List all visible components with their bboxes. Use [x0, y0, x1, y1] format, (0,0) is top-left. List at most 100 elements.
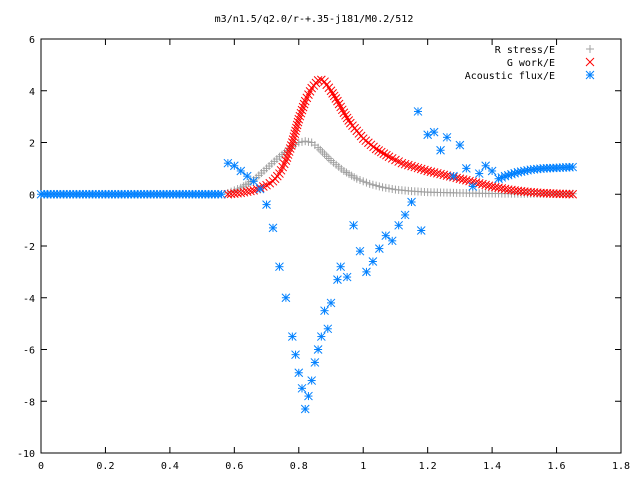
data-point-2 — [336, 262, 346, 272]
data-point-2 — [268, 223, 278, 233]
data-point-0 — [378, 183, 387, 192]
data-point-1 — [407, 161, 416, 171]
plot-frame — [40, 38, 622, 454]
data-point-1 — [286, 141, 296, 150]
data-point-1 — [561, 189, 571, 199]
data-point-1 — [329, 91, 339, 101]
data-point-1 — [542, 188, 552, 198]
data-point-0 — [322, 152, 331, 161]
data-point-0 — [365, 179, 374, 188]
data-point-2 — [323, 324, 333, 334]
data-point-2 — [461, 164, 471, 173]
data-point-1 — [295, 111, 305, 121]
series-1 — [223, 75, 578, 199]
data-point-1 — [397, 158, 407, 168]
data-point-2 — [355, 246, 365, 256]
data-point-0 — [359, 177, 368, 186]
data-point-1 — [336, 102, 346, 112]
data-point-2 — [568, 162, 578, 172]
data-point-2 — [326, 298, 336, 308]
data-point-2 — [349, 220, 358, 230]
x-tick-label: 0.6 — [225, 461, 243, 472]
y-tick-label: -8 — [23, 397, 35, 408]
y-tick-label: -2 — [23, 242, 35, 253]
data-point-0 — [362, 178, 371, 187]
data-point-0 — [304, 137, 313, 146]
data-point-0 — [316, 145, 325, 154]
data-point-2 — [474, 169, 484, 178]
data-point-1 — [400, 159, 410, 169]
data-point-1 — [298, 102, 308, 112]
data-point-legend-1 — [585, 57, 595, 67]
data-point-0 — [356, 176, 364, 185]
legend: R stress/E G work/E Acoustic flux/E — [465, 45, 595, 82]
data-point-0 — [301, 137, 310, 146]
x-tick-label: 1.4 — [483, 461, 501, 472]
chart-title-group: m3/n1.5/q2.0/r-+.35-j181/M0.2/512 — [215, 14, 414, 25]
data-point-1 — [296, 108, 306, 118]
data-point-1 — [342, 113, 352, 123]
y-tick-label: -4 — [23, 294, 35, 305]
data-point-2 — [455, 140, 465, 150]
data-series — [36, 75, 578, 414]
data-point-2 — [333, 275, 342, 284]
x-tick-label: 0.8 — [290, 461, 308, 472]
data-point-1 — [291, 126, 300, 136]
data-point-1 — [374, 146, 384, 155]
data-point-1 — [292, 120, 302, 130]
data-point-2 — [304, 391, 313, 401]
data-point-2 — [294, 368, 304, 378]
y-tick-label: -6 — [23, 346, 35, 357]
chart-title: m3/n1.5/q2.0/r-+.35-j181/M0.2/512 — [215, 14, 414, 25]
y-tick-label: 0 — [29, 190, 35, 201]
series-0 — [223, 137, 577, 198]
x-tick-label: 1 — [360, 461, 366, 472]
data-point-1 — [416, 164, 426, 174]
y-tick-label: -10 — [17, 449, 35, 460]
data-point-2 — [297, 383, 307, 393]
data-point-0 — [375, 182, 384, 191]
x-tick-label: 0.4 — [161, 461, 179, 472]
y-tick-label: 6 — [29, 35, 35, 46]
data-point-2 — [400, 210, 410, 220]
data-point-0 — [352, 174, 361, 183]
data-point-1 — [297, 105, 307, 115]
data-point-1 — [283, 150, 293, 159]
data-point-legend-0 — [586, 45, 594, 53]
data-point-2 — [275, 262, 284, 272]
data-point-1 — [413, 163, 423, 173]
data-point-1 — [371, 144, 381, 154]
data-point-1 — [339, 108, 349, 118]
data-point-2 — [262, 200, 271, 209]
data-point-2 — [342, 272, 352, 282]
data-point-0 — [388, 185, 397, 194]
data-point-2 — [316, 332, 326, 341]
data-point-1 — [344, 116, 354, 125]
y-tick-label: 2 — [29, 139, 35, 150]
data-point-1 — [539, 188, 549, 198]
data-point-1 — [326, 86, 336, 96]
data-point-1 — [420, 165, 429, 175]
data-point-1 — [552, 189, 561, 199]
data-point-2 — [281, 293, 291, 303]
x-tick-label: 1.8 — [612, 461, 630, 472]
data-point-0 — [372, 181, 381, 190]
data-point-2 — [436, 145, 445, 155]
data-point-1 — [287, 138, 297, 147]
data-point-1 — [382, 150, 391, 160]
data-point-2 — [394, 220, 404, 230]
data-point-1 — [565, 189, 574, 199]
data-point-2 — [413, 107, 423, 116]
data-point-2 — [468, 182, 478, 191]
data-point-2 — [300, 404, 310, 414]
legend-label-0: R stress/E — [495, 45, 555, 56]
data-point-1 — [410, 162, 420, 172]
data-point-0 — [368, 180, 377, 189]
data-point-0 — [320, 150, 329, 159]
data-point-2 — [307, 376, 317, 385]
data-point-2 — [497, 173, 507, 182]
data-point-1 — [294, 114, 304, 124]
data-point-1 — [299, 99, 309, 109]
data-point-1 — [331, 94, 341, 103]
